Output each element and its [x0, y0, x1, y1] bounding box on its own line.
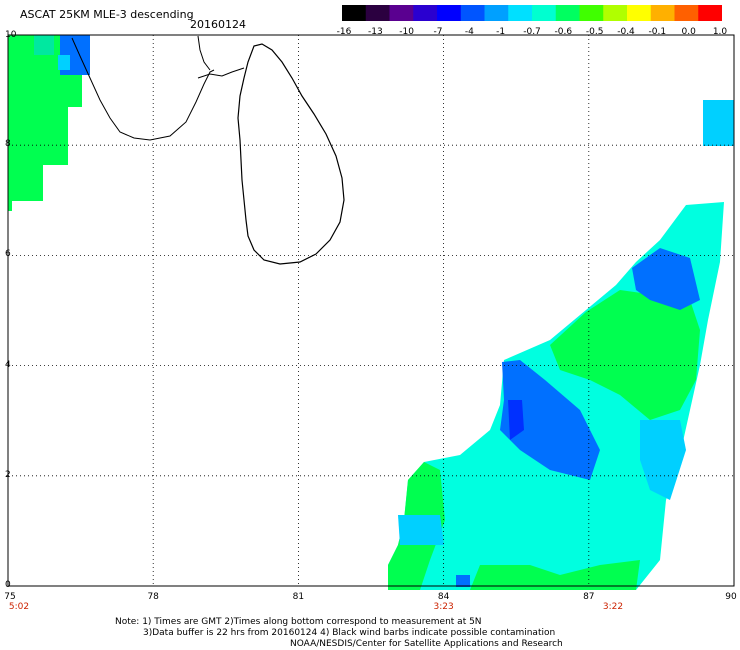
note-line-2: 3)Data buffer is 22 hrs from 20160124 4)…	[143, 628, 556, 638]
note-line-3: NOAA/NESDIS/Center for Satellite Applica…	[290, 639, 563, 649]
longitude-tick-label: 75	[4, 592, 16, 602]
colorbar-swatch	[650, 5, 675, 21]
colorbar-tick-label: -0.7	[523, 27, 541, 37]
time-label: 3:22	[602, 602, 624, 612]
colorbar-swatch	[389, 5, 414, 21]
time-label: 3:23	[433, 602, 454, 612]
colorbar-tick-label: -0.4	[617, 27, 635, 37]
latitude-tick-label: 2	[5, 469, 11, 480]
latitude-tick-label: 8	[5, 139, 11, 150]
plot-frame	[7, 34, 735, 587]
data-swath	[8, 35, 734, 590]
latitude-tick-label: 6	[5, 249, 11, 260]
map-title: ASCAT 25KM MLE-3 descending	[20, 8, 194, 21]
longitude-tick-label: 78	[147, 592, 159, 602]
data-cell	[8, 165, 43, 201]
colorbar-tick-label: -10	[399, 27, 415, 37]
data-cell	[703, 100, 734, 146]
colorbar-swatch	[365, 5, 390, 21]
latitude-tick-label: 0	[5, 580, 11, 590]
data-cell	[456, 575, 470, 587]
colorbar-swatch	[508, 5, 533, 21]
colorbar-swatch	[437, 5, 462, 21]
longitude-tick-label: 81	[292, 592, 305, 602]
colorbar-swatch	[342, 5, 367, 21]
swath-green-bottom	[470, 560, 640, 590]
longitude-tick-label: 90	[725, 592, 737, 602]
colorbar-swatch	[579, 5, 604, 21]
map-date: 20160124	[190, 18, 246, 31]
mannar-coast	[197, 67, 245, 79]
colorbar-tick-label: -0.1	[648, 27, 667, 37]
colorbar-swatch	[532, 5, 557, 21]
colorbar-tick-label: 1.0	[712, 27, 728, 37]
time-label: 5:02	[8, 602, 30, 612]
colorbar	[342, 5, 722, 21]
data-cell	[58, 55, 70, 70]
swath-green-zone	[550, 290, 700, 420]
longitude-tick-label: 84	[437, 592, 450, 602]
colorbar-swatch	[698, 5, 722, 21]
colorbar-swatch	[674, 5, 699, 21]
latitude-tick-label: 4	[5, 359, 11, 370]
data-cell	[8, 201, 12, 211]
swath-dark-blue-core	[508, 400, 524, 440]
data-cell	[34, 35, 54, 55]
colorbar-tick-label: 0.0	[681, 27, 696, 37]
swath-light-blue-west	[398, 515, 444, 545]
colorbar-tick-label: -0.5	[585, 27, 604, 37]
colorbar-tick-label: -7	[433, 27, 443, 37]
colorbar-swatch	[555, 5, 580, 21]
colorbar-tick-label: -1	[496, 27, 506, 37]
colorbar-swatch	[413, 5, 438, 21]
colorbar-tick-label: -16	[336, 27, 352, 37]
colorbar-swatch	[460, 5, 485, 21]
graticule	[8, 35, 734, 586]
colorbar-swatch	[627, 5, 652, 21]
longitude-tick-label: 87	[583, 592, 595, 602]
colorbar-tick-label: -0.6	[554, 27, 573, 37]
colorbar-tick-label: -13	[367, 27, 383, 37]
swath-blue-northeast	[632, 248, 700, 310]
swath-light-blue-east	[640, 420, 686, 500]
colorbar-tick-label: -4	[464, 27, 474, 37]
swath-blue-core	[500, 360, 600, 480]
colorbar-swatch	[484, 5, 509, 21]
latitude-tick-label: 10	[5, 30, 17, 40]
sri-lanka-island	[237, 43, 345, 265]
note-line-1: Note: 1) Times are GMT 2)Times along bot…	[115, 617, 482, 627]
india-north-coast	[197, 35, 211, 71]
india-coastline	[71, 37, 215, 141]
sri-lanka-coastline	[71, 35, 345, 265]
colorbar-swatch	[603, 5, 628, 21]
